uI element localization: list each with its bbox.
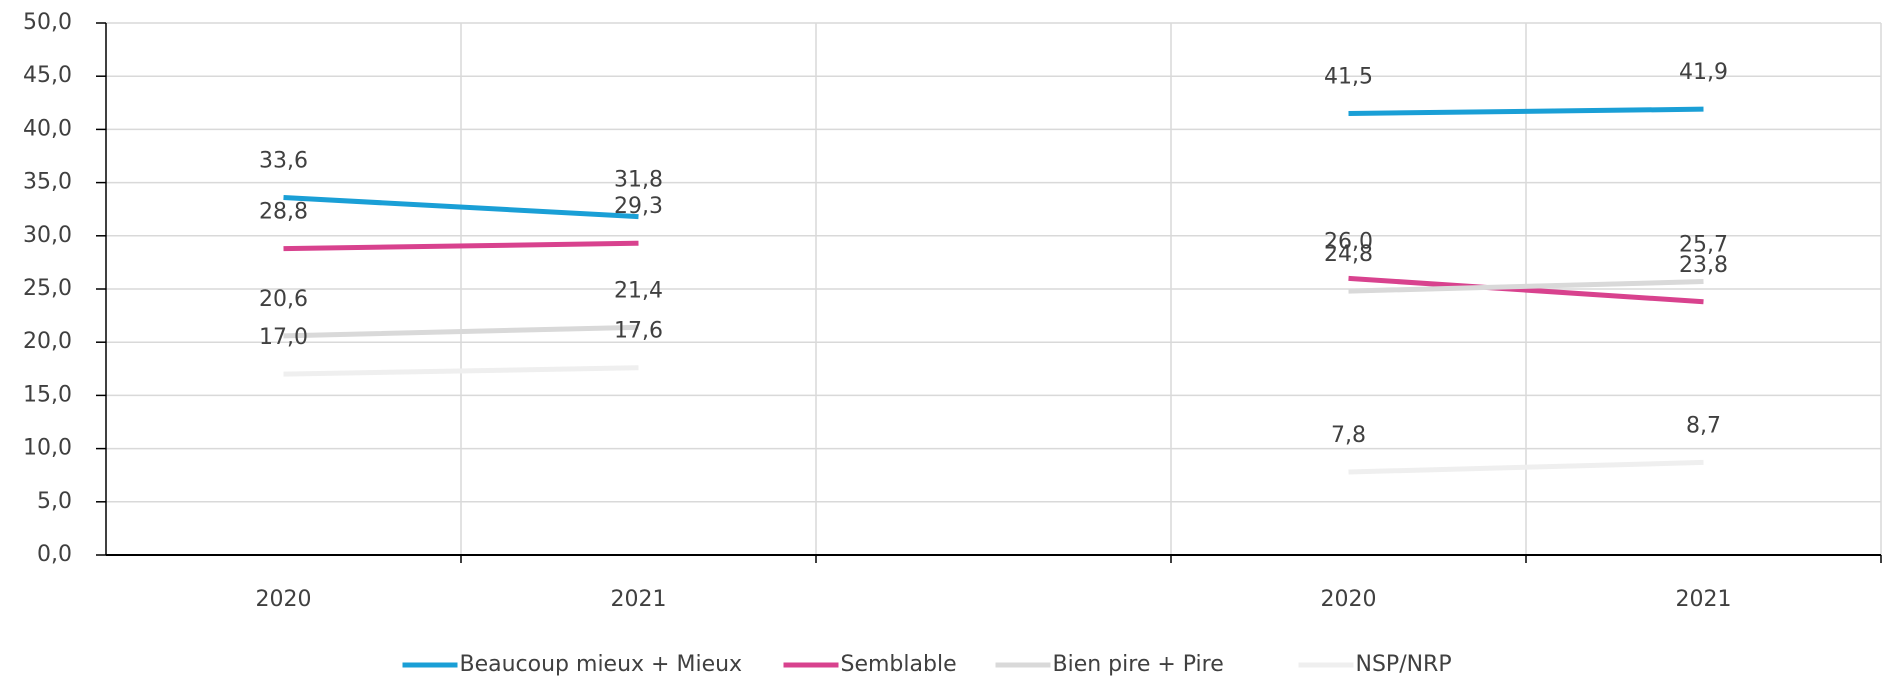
data-label: 24,8 xyxy=(1324,242,1373,267)
data-label: 7,8 xyxy=(1331,423,1366,448)
legend-label: Beaucoup mieux + Mieux xyxy=(460,652,743,677)
legend-label: Bien pire + Pire xyxy=(1053,652,1224,677)
y-tick-label: 25,0 xyxy=(23,276,72,301)
x-tick-label: 2020 xyxy=(1321,587,1377,612)
x-tick-label: 2021 xyxy=(611,587,667,612)
data-label: 28,8 xyxy=(259,200,308,225)
y-tick-label: 40,0 xyxy=(23,116,72,141)
data-label: 33,6 xyxy=(259,148,308,173)
data-label: 17,0 xyxy=(259,325,308,350)
series-line xyxy=(283,365,1704,475)
y-tick-label: 0,0 xyxy=(37,542,72,567)
y-tick-label: 15,0 xyxy=(23,382,72,407)
data-label: 17,6 xyxy=(614,319,663,344)
data-label: 23,8 xyxy=(1679,253,1728,278)
y-tick-label: 30,0 xyxy=(23,223,72,248)
data-label: 41,9 xyxy=(1679,60,1728,85)
data-label: 29,3 xyxy=(614,194,663,219)
series-line xyxy=(283,106,1704,220)
x-tick-label: 2020 xyxy=(256,587,312,612)
series-line xyxy=(283,240,1704,305)
data-label: 26,0 xyxy=(1324,229,1373,254)
data-label: 20,6 xyxy=(259,287,308,312)
legend-label: NSP/NRP xyxy=(1356,652,1452,677)
data-label: 41,5 xyxy=(1324,64,1373,89)
data-label: 31,8 xyxy=(614,168,663,193)
data-label: 25,7 xyxy=(1679,233,1728,258)
y-tick-label: 45,0 xyxy=(23,63,72,88)
data-label: 21,4 xyxy=(614,278,663,303)
y-tick-label: 5,0 xyxy=(37,489,72,514)
series-line xyxy=(283,279,1704,339)
y-tick-label: 35,0 xyxy=(23,170,72,195)
y-tick-label: 50,0 xyxy=(23,10,72,35)
y-tick-label: 10,0 xyxy=(23,436,72,461)
legend-label: Semblable xyxy=(841,652,957,677)
x-tick-label: 2021 xyxy=(1676,587,1732,612)
data-label: 8,7 xyxy=(1686,413,1721,438)
y-tick-label: 20,0 xyxy=(23,329,72,354)
